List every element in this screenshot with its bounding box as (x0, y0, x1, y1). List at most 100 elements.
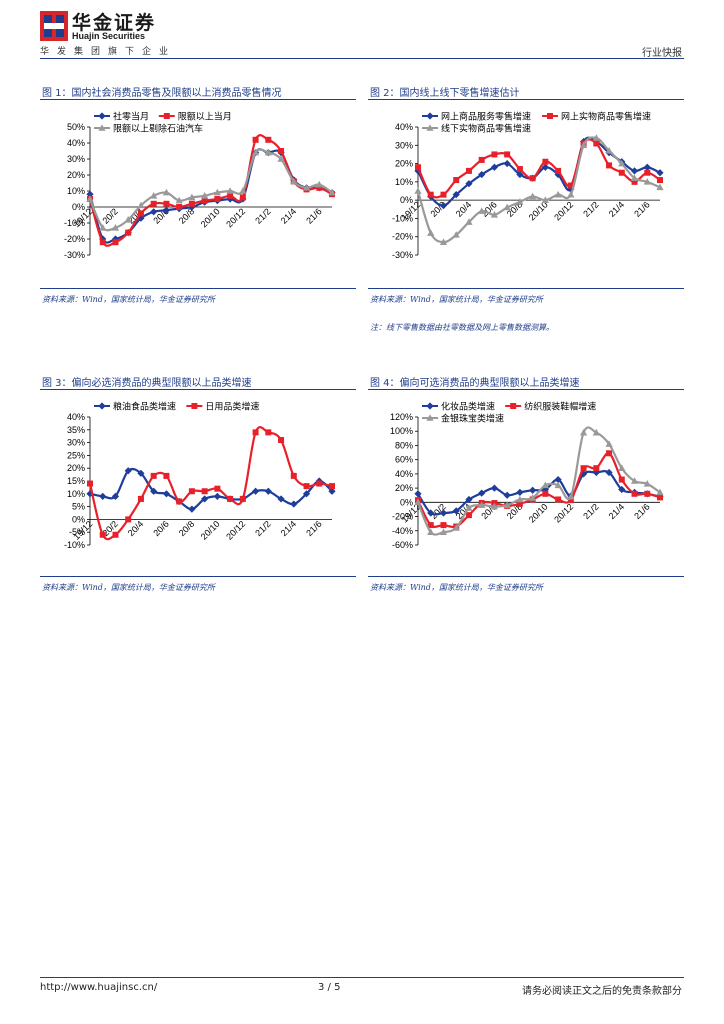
figure-4-bottom-rule (368, 576, 684, 577)
data-point (239, 495, 246, 502)
data-point (415, 164, 421, 171)
data-point (264, 487, 272, 495)
x-tick-label: 21/2 (581, 199, 600, 218)
y-tick-label: 35% (67, 425, 85, 435)
data-point (290, 472, 297, 479)
data-point (452, 191, 460, 199)
x-tick-label: 20/10 (527, 502, 550, 525)
data-point (188, 193, 196, 201)
data-point (87, 480, 93, 487)
figure-4-source: 资料来源：Wind，国家统计局，华金证券研究所 (370, 583, 543, 592)
legend-marker (98, 112, 106, 120)
data-point (465, 218, 473, 225)
data-point (529, 175, 536, 182)
data-point (630, 477, 639, 484)
y-tick-label: 25% (67, 450, 85, 460)
y-tick-label: 30% (395, 140, 413, 150)
y-tick-label: 120% (390, 412, 413, 422)
data-point (529, 494, 537, 501)
y-tick-label: 50% (67, 122, 85, 132)
series-square (87, 426, 335, 541)
chart-legend: 粮油食品类增速 日用品类增速 (94, 401, 259, 413)
legend-label: 化妆品类增速 (441, 401, 495, 413)
data-point (593, 465, 600, 472)
data-point (593, 140, 600, 147)
figure-1-title: 图 1：国内社会消费品零售及限额以上消费品零售情况 (42, 88, 282, 99)
data-point (516, 488, 524, 496)
data-point (201, 197, 208, 204)
data-point (201, 488, 208, 495)
data-point (163, 200, 170, 207)
data-point (99, 224, 107, 231)
data-point (618, 476, 625, 483)
huajin-logo-icon (40, 11, 68, 41)
figure-3-title: 图 3：偏向必选消费品的典型限额以上品类增速 (42, 378, 252, 389)
data-point (567, 497, 574, 504)
data-point (414, 490, 422, 498)
data-point (214, 485, 221, 492)
data-point (278, 437, 285, 444)
data-point (439, 528, 448, 535)
data-point (111, 492, 120, 500)
data-point (227, 192, 234, 199)
y-tick-label: 100% (390, 426, 413, 436)
data-point (567, 492, 575, 500)
figure-4-chart: 120%100%80%60%40%20%0%-20%-40%-60%19/12 2… (390, 401, 664, 550)
y-tick-label: 15% (67, 476, 85, 486)
data-point (541, 481, 549, 489)
legend-label: 线下实物商品零售增速 (441, 123, 531, 135)
legend-label: 粮油食品类增速 (113, 401, 176, 413)
y-tick-label: 20% (395, 483, 413, 493)
data-point (630, 174, 639, 181)
legend-marker (426, 124, 434, 131)
y-tick-label: 40% (67, 138, 85, 148)
series-line (416, 136, 661, 244)
data-point (516, 166, 523, 173)
brand-name-cn: 华金证券 (72, 12, 157, 34)
data-point (579, 141, 588, 149)
data-point (328, 188, 336, 196)
data-point (542, 490, 549, 497)
data-point (644, 169, 651, 176)
data-point (176, 204, 183, 210)
data-point (137, 210, 144, 217)
series-square (87, 134, 335, 247)
y-tick-label: -30% (392, 250, 413, 260)
data-point (606, 162, 613, 169)
figure-3-title-rule (40, 389, 356, 390)
data-point (188, 505, 196, 513)
legend-marker (163, 113, 170, 119)
data-point (163, 472, 170, 479)
legend-marker (510, 403, 517, 409)
data-point (112, 531, 119, 538)
data-point (329, 483, 335, 490)
figure-2-source: 资料来源：Wind，国家统计局，华金证券研究所 (370, 295, 543, 304)
legend-label: 社零当月 (113, 111, 149, 123)
y-tick-label: -5% (69, 527, 85, 537)
legend-label: 网上实物商品零售增速 (561, 111, 651, 123)
y-tick-label: 0% (72, 514, 85, 524)
y-tick-label: -40% (392, 526, 413, 536)
y-tick-label: 40% (395, 122, 413, 132)
data-point (555, 496, 562, 503)
legend-marker (426, 414, 434, 421)
brand-name-en: Huajin Securities (72, 31, 146, 41)
legend-label: 金银珠宝类增速 (441, 413, 504, 425)
data-point (315, 180, 323, 188)
data-point (465, 495, 473, 504)
data-point (226, 187, 234, 194)
y-tick-label: -20% (64, 234, 85, 244)
data-point (657, 177, 663, 184)
footer-url-link[interactable]: http://www.huajinsc.cn/ (40, 982, 158, 993)
data-point (579, 428, 588, 436)
legend-marker (191, 403, 198, 409)
figure-4-title: 图 4：偏向可选消费品的典型限额以上品类增速 (370, 378, 580, 389)
data-point (427, 191, 434, 198)
series-line (88, 134, 333, 247)
data-point (503, 491, 511, 499)
data-point (440, 191, 447, 198)
x-tick-label: 20/10 (199, 519, 222, 542)
data-point (465, 167, 472, 174)
data-point (503, 159, 511, 168)
